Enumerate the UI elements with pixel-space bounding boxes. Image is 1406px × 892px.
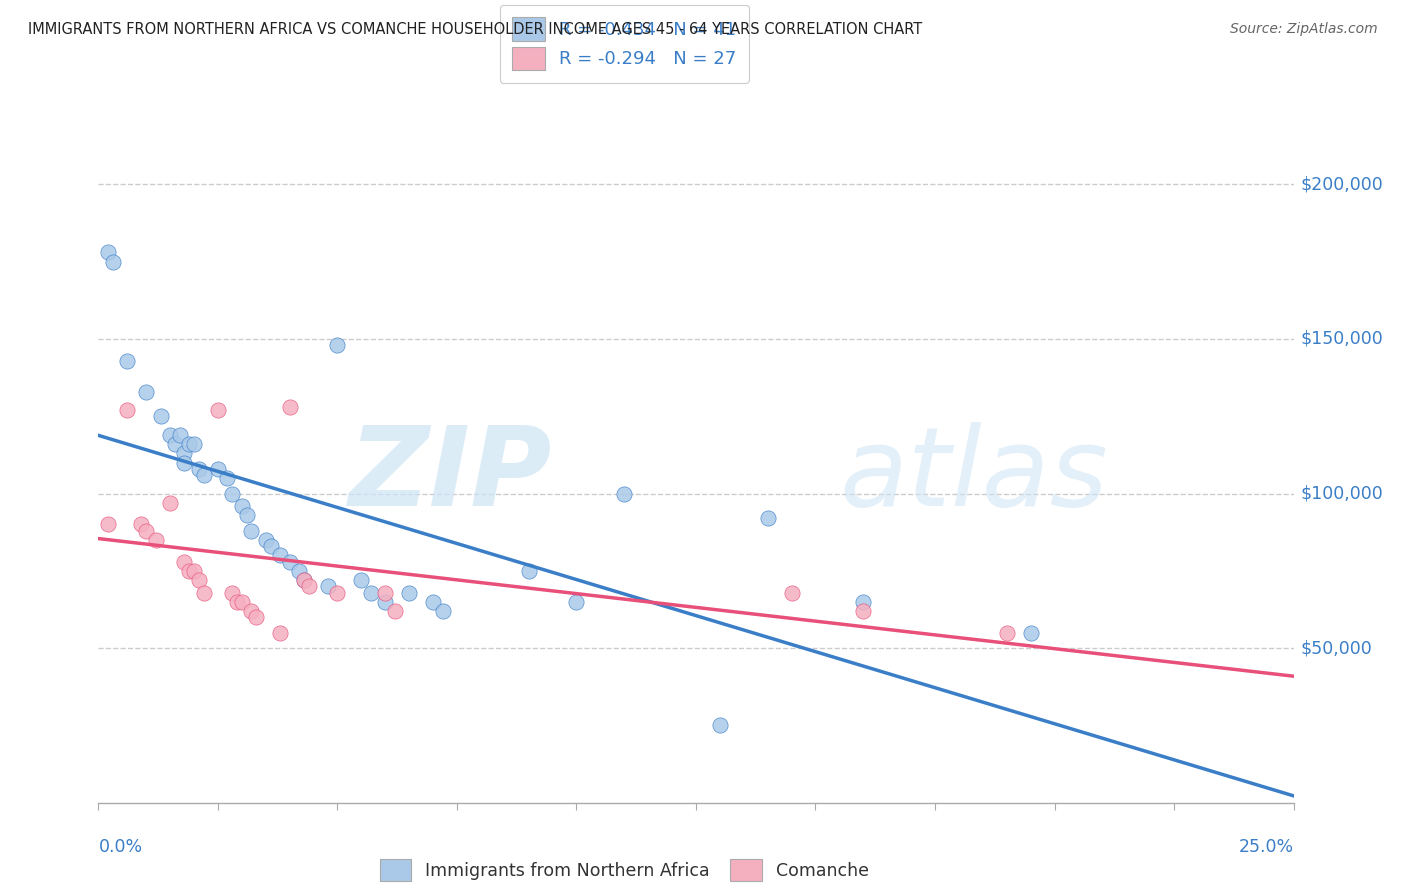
Point xyxy=(422,595,444,609)
Point xyxy=(240,524,263,538)
Point xyxy=(226,595,249,609)
Point xyxy=(245,610,267,624)
Point xyxy=(350,573,373,587)
Y-axis label: Householder Income Ages 45 - 64 years: Householder Income Ages 45 - 64 years xyxy=(0,294,7,615)
Point xyxy=(217,471,239,485)
Text: ZIP: ZIP xyxy=(349,422,553,529)
Text: 0.0%: 0.0% xyxy=(98,838,142,856)
Point xyxy=(221,585,243,599)
Point xyxy=(179,564,201,578)
Point xyxy=(173,456,195,470)
Point xyxy=(565,595,588,609)
Text: $150,000: $150,000 xyxy=(1301,330,1384,348)
Point xyxy=(384,604,406,618)
Point xyxy=(240,604,263,618)
Text: atlas: atlas xyxy=(839,422,1108,529)
Point xyxy=(259,539,281,553)
Point xyxy=(135,524,157,538)
Point xyxy=(292,573,315,587)
Point xyxy=(613,486,636,500)
Point xyxy=(374,585,396,599)
Point xyxy=(278,400,301,414)
Point xyxy=(852,595,875,609)
Point xyxy=(115,353,138,368)
Point xyxy=(432,604,454,618)
Point xyxy=(145,533,167,547)
Point xyxy=(780,585,803,599)
Point xyxy=(269,549,291,563)
Point xyxy=(360,585,382,599)
Text: IMMIGRANTS FROM NORTHERN AFRICA VS COMANCHE HOUSEHOLDER INCOME AGES 45 - 64 YEAR: IMMIGRANTS FROM NORTHERN AFRICA VS COMAN… xyxy=(28,22,922,37)
Point xyxy=(131,517,153,532)
Point xyxy=(173,555,195,569)
Point xyxy=(292,573,315,587)
Point xyxy=(159,427,181,442)
Point xyxy=(115,403,138,417)
Point xyxy=(187,462,209,476)
Point xyxy=(183,564,205,578)
Point xyxy=(231,595,253,609)
Text: $50,000: $50,000 xyxy=(1301,640,1372,657)
Point xyxy=(159,496,181,510)
Point xyxy=(326,338,349,352)
Point xyxy=(97,517,120,532)
Text: $100,000: $100,000 xyxy=(1301,484,1384,502)
Point xyxy=(179,437,201,451)
Point xyxy=(316,579,339,593)
Point xyxy=(101,254,124,268)
Point xyxy=(163,437,186,451)
Point xyxy=(207,462,229,476)
Point xyxy=(149,409,172,424)
Point xyxy=(298,579,321,593)
Text: 25.0%: 25.0% xyxy=(1239,838,1294,856)
Point xyxy=(207,403,229,417)
Point xyxy=(995,625,1018,640)
Point xyxy=(231,499,253,513)
Point xyxy=(398,585,420,599)
Legend: Immigrants from Northern Africa, Comanche: Immigrants from Northern Africa, Comanch… xyxy=(370,848,879,891)
Text: Source: ZipAtlas.com: Source: ZipAtlas.com xyxy=(1230,22,1378,37)
Text: $200,000: $200,000 xyxy=(1301,176,1384,194)
Point xyxy=(221,486,243,500)
Point xyxy=(288,564,311,578)
Point xyxy=(756,511,779,525)
Point xyxy=(173,446,195,460)
Point xyxy=(235,508,257,523)
Point xyxy=(183,437,205,451)
Point xyxy=(326,585,349,599)
Point xyxy=(187,573,209,587)
Point xyxy=(135,384,157,399)
Point xyxy=(193,585,215,599)
Point xyxy=(709,718,731,732)
Point xyxy=(374,595,396,609)
Point xyxy=(169,427,191,442)
Point xyxy=(517,564,540,578)
Point xyxy=(254,533,277,547)
Point xyxy=(1019,625,1042,640)
Point xyxy=(278,555,301,569)
Point xyxy=(852,604,875,618)
Point xyxy=(193,468,215,483)
Point xyxy=(97,245,120,260)
Point xyxy=(269,625,291,640)
